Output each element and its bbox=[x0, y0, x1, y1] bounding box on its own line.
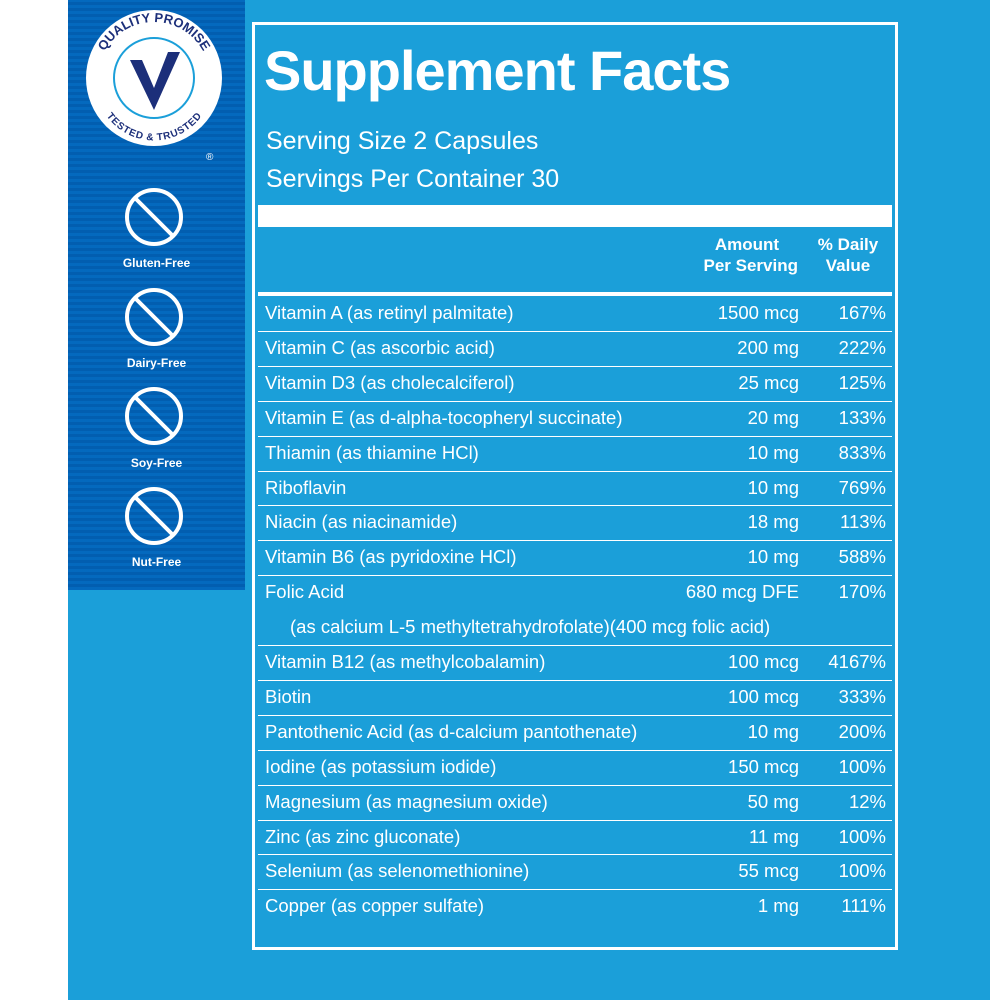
row-rule bbox=[258, 749, 892, 751]
icon-circles bbox=[125, 188, 183, 545]
facts-box bbox=[252, 22, 898, 950]
row-dv: 113% bbox=[840, 511, 886, 533]
badge-v bbox=[130, 52, 180, 110]
row-name: Vitamin B6 (as pyridoxine HCl) bbox=[265, 546, 517, 568]
row-amount: 10 mg bbox=[747, 476, 799, 498]
row-amount: 100 mcg bbox=[728, 651, 799, 672]
row-name: Vitamin B12 (as methylcobalamin) bbox=[265, 651, 546, 672]
row-rule bbox=[258, 540, 892, 542]
header-rule bbox=[258, 292, 892, 296]
icon-label: Gluten-Free bbox=[122, 256, 191, 270]
row-rule bbox=[258, 330, 892, 332]
row-dv: 222% bbox=[838, 336, 886, 358]
row-rule bbox=[258, 854, 892, 856]
row-dv: 100% bbox=[838, 755, 886, 777]
row-rule bbox=[258, 714, 892, 716]
header-amount: Per Serving bbox=[703, 256, 799, 275]
servings-per-container: Servings Per Container 30 bbox=[266, 165, 560, 193]
row-rule bbox=[258, 435, 892, 437]
title: Supplement Facts bbox=[264, 39, 731, 102]
row-name: Vitamin A (as retinyl palmitate) bbox=[265, 302, 514, 323]
row-dv: 769% bbox=[838, 476, 886, 498]
row-amount: 680 mcg DFE bbox=[685, 581, 799, 603]
icon-label: Soy-Free bbox=[130, 456, 183, 470]
row-amount: 18 mg bbox=[747, 511, 799, 533]
row-name: Copper (as copper sulfate) bbox=[265, 895, 485, 917]
icons: QUALITY PROMISE TESTED & TRUSTED ® bbox=[86, 10, 222, 545]
row-dv: 133% bbox=[838, 406, 886, 428]
row-dv: 125% bbox=[838, 371, 886, 393]
serving-size: Serving Size 2 Capsules bbox=[266, 127, 539, 155]
row-name: Zinc (as zinc gluconate) bbox=[265, 825, 461, 847]
row-name: Biotin bbox=[265, 685, 312, 707]
row-amount: 10 mg bbox=[747, 441, 799, 463]
row-name: Vitamin E (as d-alpha-tocopheryl succina… bbox=[265, 406, 623, 428]
icon-label: Dairy-Free bbox=[126, 356, 187, 370]
row-name: Niacin (as niacinamide) bbox=[265, 511, 458, 533]
header-dv: % Daily bbox=[817, 235, 879, 254]
row-rule bbox=[258, 505, 892, 507]
row-rule bbox=[258, 365, 892, 367]
row-dv: 4167% bbox=[828, 651, 886, 672]
row-rule bbox=[258, 400, 892, 402]
row-amount: 55 mcg bbox=[738, 860, 799, 882]
row-rule bbox=[258, 470, 892, 472]
thick-bar bbox=[258, 205, 892, 227]
row-name: Vitamin D3 (as cholecalciferol) bbox=[265, 371, 515, 393]
row-amount: 50 mg bbox=[747, 790, 799, 812]
row-name: Riboflavin bbox=[265, 476, 347, 498]
row-name: Selenium (as selenomethionine) bbox=[265, 860, 530, 882]
row-amount: 11 mg bbox=[748, 825, 799, 847]
row-name: Pantothenic Acid (as d-calcium pantothen… bbox=[265, 720, 638, 742]
row-name: Magnesium (as magnesium oxide) bbox=[265, 790, 548, 812]
row-rule bbox=[258, 679, 892, 681]
row-note: (as calcium L-5 methyltetrahydrofolate)(… bbox=[290, 616, 771, 638]
row-dv: 100% bbox=[838, 860, 886, 882]
row-name: Folic Acid bbox=[265, 581, 345, 603]
row-rule bbox=[258, 889, 892, 891]
row-name: Iodine (as potassium iodide) bbox=[265, 755, 497, 777]
row-dv: 833% bbox=[838, 441, 886, 463]
row-amount: 10 mg bbox=[747, 546, 799, 568]
side-panel: QUALITY PROMISE TESTED & TRUSTED ® Glute… bbox=[68, 0, 245, 590]
row-amount: 100 mcg bbox=[728, 685, 799, 707]
header-dv: Value bbox=[825, 256, 871, 275]
row-rule bbox=[258, 784, 892, 786]
row-dv: 333% bbox=[838, 685, 886, 707]
row-amount: 150 mcg bbox=[728, 755, 799, 777]
row-amount: 1 mg bbox=[757, 895, 799, 917]
row-name: Vitamin C (as ascorbic acid) bbox=[265, 336, 495, 358]
row-rule bbox=[258, 575, 892, 577]
row-amount: 200 mg bbox=[737, 336, 799, 358]
row-dv: 588% bbox=[838, 546, 886, 568]
row-dv: 100% bbox=[838, 825, 886, 847]
row-dv: 12% bbox=[848, 790, 886, 812]
row-amount: 25 mcg bbox=[738, 371, 799, 393]
row-dv: 167% bbox=[838, 302, 886, 323]
badge-mark: ® bbox=[206, 152, 214, 163]
row-rule bbox=[258, 645, 892, 646]
row-dv: 200% bbox=[838, 720, 886, 742]
header-amount: Amount bbox=[714, 235, 780, 254]
icon-label: Nut-Free bbox=[131, 555, 182, 569]
row-amount: 1500 mcg bbox=[717, 302, 799, 323]
row-dv: 111% bbox=[841, 895, 886, 917]
row-dv: 170% bbox=[838, 581, 886, 603]
row-amount: 20 mg bbox=[747, 406, 799, 428]
row-rule bbox=[258, 819, 892, 821]
row-name: Thiamin (as thiamine HCl) bbox=[265, 441, 479, 463]
row-amount: 10 mg bbox=[747, 720, 799, 742]
